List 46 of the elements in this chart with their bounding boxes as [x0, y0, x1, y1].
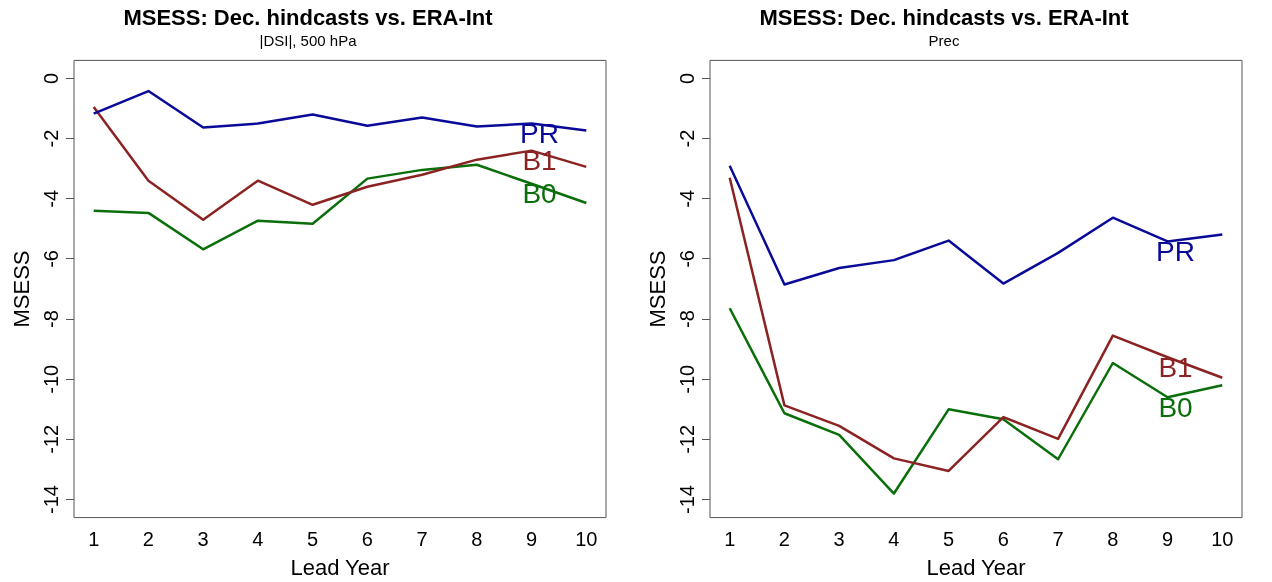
chart-title: MSESS: Dec. hindcasts vs. ERA-Int — [759, 5, 1130, 31]
y-tick-label: -6 — [39, 250, 62, 268]
chart-subtitle: Prec — [928, 31, 960, 49]
x-tick-label: 6 — [361, 528, 373, 551]
y-tick-label: -4 — [675, 189, 698, 208]
x-tick-label: 2 — [778, 528, 790, 551]
x-tick-label: 9 — [526, 528, 538, 551]
y-tick-label: -8 — [675, 310, 698, 328]
x-tick-label: 1 — [724, 528, 736, 551]
series-label: B0 — [1158, 392, 1193, 423]
x-axis-title: Lead Year — [926, 554, 1026, 580]
series-label: PR — [1156, 236, 1196, 268]
y-tick-label: -6 — [675, 250, 698, 268]
x-tick-label: 6 — [997, 528, 1009, 551]
x-tick-label: 1 — [88, 528, 100, 551]
x-tick-label: 10 — [1211, 528, 1234, 551]
x-tick-label: 4 — [252, 528, 264, 551]
chart-subtitle: |DSI|, 500 hPa — [259, 31, 358, 49]
x-tick-label: 5 — [943, 528, 955, 551]
x-tick-label: 7 — [416, 528, 428, 551]
y-tick-label: -14 — [39, 485, 62, 515]
y-tick-label: -10 — [675, 364, 698, 394]
y-tick-label: -4 — [39, 189, 62, 208]
y-tick-label: 0 — [675, 72, 698, 85]
x-tick-label: 9 — [1162, 528, 1174, 551]
x-axis-title: Lead Year — [290, 554, 390, 580]
y-tick-label: -12 — [39, 424, 62, 454]
y-tick-label: -2 — [39, 129, 62, 148]
x-tick-label: 7 — [1052, 528, 1064, 551]
x-tick-label: 8 — [1107, 528, 1119, 551]
x-tick-label: 10 — [575, 528, 598, 551]
x-tick-label: 4 — [888, 528, 900, 551]
x-tick-label: 8 — [471, 528, 483, 551]
x-tick-label: 3 — [833, 528, 845, 551]
y-axis-title: MSESS — [9, 250, 35, 328]
x-tick-label: 5 — [307, 528, 319, 551]
y-tick-label: -12 — [675, 424, 698, 454]
chart-title: MSESS: Dec. hindcasts vs. ERA-Int — [123, 5, 494, 31]
x-tick-label: 2 — [142, 528, 154, 551]
y-tick-label: -8 — [39, 310, 62, 328]
y-tick-label: 0 — [39, 72, 62, 85]
y-tick-label: -10 — [39, 364, 62, 394]
y-tick-label: -2 — [675, 129, 698, 148]
y-tick-label: -14 — [675, 485, 698, 515]
x-tick-label: 3 — [197, 528, 209, 551]
y-axis-title: MSESS — [645, 250, 671, 328]
